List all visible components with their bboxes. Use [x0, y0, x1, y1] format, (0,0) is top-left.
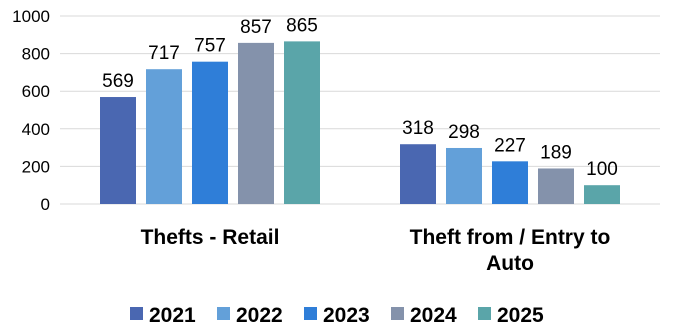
- data-labels: 569 717 757 857 865 318 298 227 189 100: [102, 15, 618, 180]
- legend-swatch: [217, 307, 230, 320]
- bar-2023: [492, 161, 528, 204]
- data-label: 227: [494, 135, 526, 156]
- data-label: 757: [194, 36, 226, 57]
- legend-label: 2021: [149, 304, 196, 327]
- legend-label: 2023: [323, 304, 370, 327]
- category-label: Auto: [486, 252, 534, 275]
- legend-swatch: [478, 307, 491, 320]
- bar-2024: [538, 168, 574, 204]
- y-tick-label: 400: [22, 120, 50, 139]
- data-label: 569: [102, 71, 134, 92]
- y-tick-label: 800: [22, 45, 50, 64]
- data-label: 318: [402, 118, 434, 139]
- legend-label: 2024: [410, 304, 457, 327]
- y-tick-label: 1000: [12, 7, 50, 26]
- legend-label: 2025: [497, 304, 544, 327]
- y-tick-label: 200: [22, 157, 50, 176]
- legend-swatch: [130, 307, 143, 320]
- data-label: 865: [286, 15, 318, 36]
- data-label: 100: [586, 159, 618, 180]
- bar-2023: [192, 61, 228, 205]
- bars: [100, 41, 620, 205]
- bar-2025: [584, 185, 620, 204]
- bar-2021: [100, 97, 136, 204]
- bar-2022: [146, 69, 182, 204]
- data-label: 298: [448, 122, 480, 143]
- category-label: Theft from / Entry to: [410, 226, 611, 249]
- category-label: Thefts - Retail: [141, 226, 280, 249]
- bar-2022: [446, 147, 482, 204]
- bar-2021: [400, 144, 436, 204]
- data-label: 189: [540, 142, 572, 163]
- y-axis-ticks: 0 200 400 600 800 1000: [12, 7, 50, 214]
- legend-label: 2022: [236, 304, 283, 327]
- category-labels: Thefts - Retail Theft from / Entry to Auto: [141, 226, 611, 275]
- legend: 2021 2022 2023 2024 2025: [130, 304, 544, 327]
- bar-2024: [238, 42, 274, 204]
- legend-swatch: [391, 307, 404, 320]
- data-label: 857: [240, 17, 272, 38]
- data-label: 717: [148, 43, 180, 64]
- y-tick-label: 600: [22, 82, 50, 101]
- legend-swatch: [304, 307, 317, 320]
- bar-2025: [284, 41, 320, 204]
- y-tick-label: 0: [41, 195, 50, 214]
